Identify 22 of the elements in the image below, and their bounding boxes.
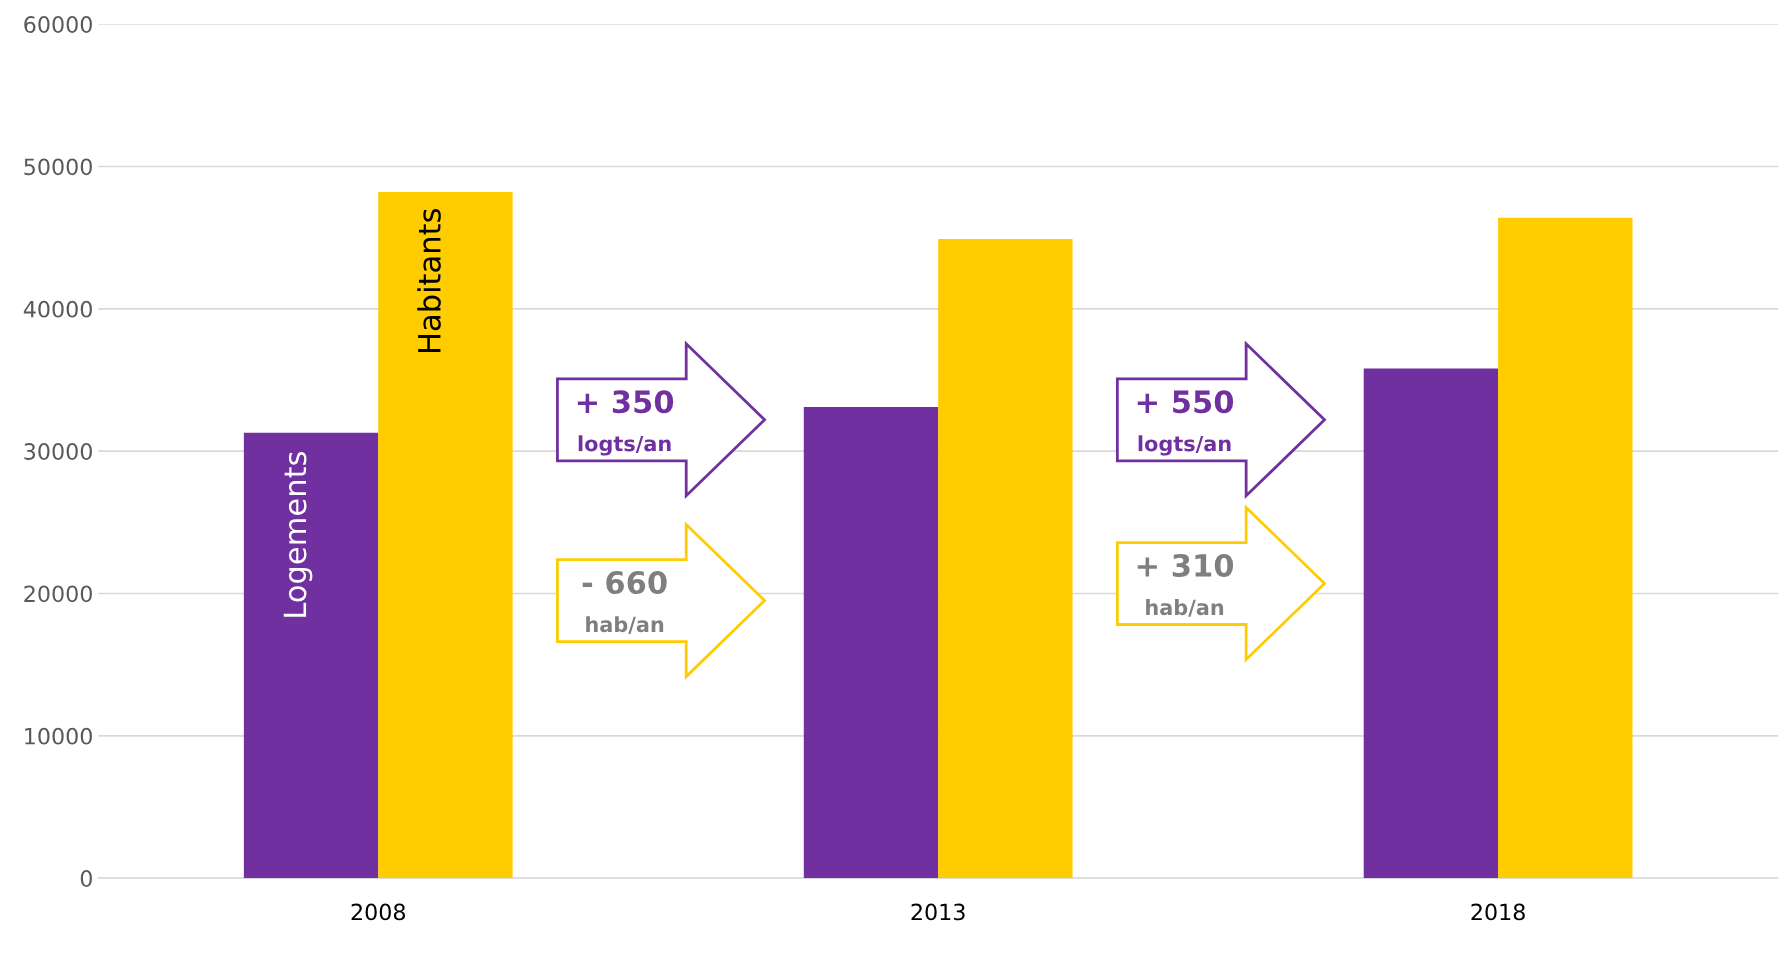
x-tick-label: 2013: [911, 903, 965, 921]
bar: [1498, 217, 1633, 879]
bar: [378, 192, 513, 879]
y-tick-label: 60000: [24, 16, 92, 33]
x-tick-label: 2018: [1471, 903, 1525, 921]
y-tick-label: 40000: [23, 300, 92, 318]
y-tick-label: 0: [80, 870, 92, 887]
bar: [1363, 368, 1499, 879]
annotation: + 550 logts/an: [1137, 390, 1234, 456]
series-label: Logements: [283, 451, 313, 617]
y-tick-label: 10000: [25, 727, 92, 745]
x-tick-label: 2008: [351, 903, 405, 921]
y-tick-label: 50000: [24, 158, 92, 176]
series-label: Habitants: [417, 208, 441, 353]
bar: [243, 432, 379, 879]
y-tick-label: 30000: [24, 443, 92, 460]
annotation: + 350 logts/an: [577, 390, 674, 456]
bar: [803, 407, 939, 879]
bar: [938, 239, 1073, 879]
y-tick-label: 20000: [24, 585, 92, 603]
annotation: + 310 hab/an: [1137, 553, 1234, 617]
annotation: - 660 hab/an: [582, 570, 667, 634]
